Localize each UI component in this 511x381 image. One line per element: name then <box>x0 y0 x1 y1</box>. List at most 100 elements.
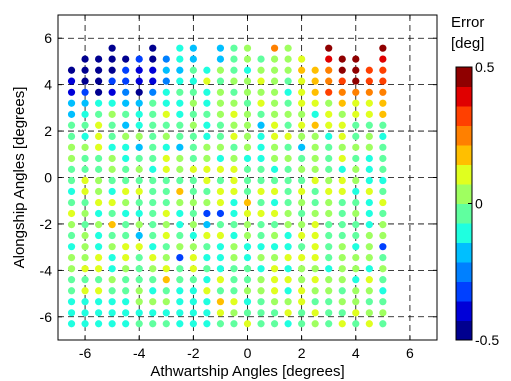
data-point-506 <box>95 88 103 96</box>
data-point-556 <box>122 66 130 74</box>
data-point-373 <box>243 154 252 163</box>
data-point-156 <box>230 253 238 262</box>
data-point-7 <box>162 320 170 328</box>
data-point-41 <box>298 309 306 317</box>
data-point-391 <box>162 143 170 151</box>
data-point-253 <box>243 209 252 218</box>
data-point-27 <box>108 309 116 317</box>
data-point-555 <box>108 66 116 74</box>
data-point-261 <box>352 209 360 218</box>
data-point-521 <box>298 88 306 96</box>
data-point-532 <box>122 77 130 85</box>
data-point-129 <box>189 265 197 273</box>
data-point-56 <box>176 298 184 306</box>
data-point-174 <box>149 243 157 251</box>
data-point-217 <box>81 221 89 229</box>
data-point-136 <box>284 265 292 273</box>
data-point-314 <box>95 176 103 185</box>
data-point-360 <box>67 154 76 163</box>
data-point-115 <box>325 276 333 284</box>
data-point-361 <box>81 154 89 163</box>
data-point-492 <box>230 99 238 107</box>
data-point-230 <box>257 221 265 229</box>
data-point-545 <box>298 77 306 85</box>
data-point-210 <box>311 231 319 240</box>
data-point-25 <box>81 309 89 317</box>
data-point-89 <box>298 287 306 295</box>
data-point-131 <box>216 265 225 273</box>
data-point-579 <box>122 55 130 63</box>
data-point-426 <box>311 132 319 141</box>
data-point-472 <box>284 110 292 118</box>
data-point-290 <box>95 187 103 196</box>
data-point-63 <box>270 298 279 306</box>
data-point-47 <box>379 309 387 317</box>
data-point-126 <box>149 265 157 273</box>
data-point-460 <box>122 110 130 118</box>
data-point-227 <box>216 221 225 229</box>
data-point-104 <box>176 276 184 284</box>
data-point-571 <box>325 66 333 74</box>
data-point-327 <box>270 176 279 185</box>
data-point-483 <box>108 99 116 107</box>
data-point-444 <box>230 121 238 129</box>
data-point-291 <box>108 187 116 196</box>
data-point-313 <box>81 176 89 185</box>
data-point-106 <box>203 276 211 284</box>
data-point-130 <box>203 265 211 273</box>
data-point-108 <box>230 276 238 284</box>
data-point-203 <box>216 231 225 240</box>
data-point-196 <box>122 231 130 240</box>
data-point-166 <box>365 253 373 262</box>
data-point-367 <box>162 154 170 163</box>
data-point-155 <box>216 253 225 262</box>
data-point-160 <box>284 253 292 262</box>
data-point-262 <box>365 209 373 218</box>
data-point-266 <box>95 198 103 207</box>
data-point-569 <box>298 66 306 74</box>
data-point-547 <box>325 77 333 85</box>
data-point-223 <box>162 221 170 229</box>
data-point-597 <box>149 44 157 52</box>
data-point-90 <box>311 287 319 295</box>
data-point-297 <box>189 187 197 196</box>
data-point-208 <box>284 231 292 240</box>
data-point-54 <box>149 298 157 306</box>
data-point-453 <box>352 121 360 129</box>
data-point-557 <box>135 66 143 74</box>
data-point-257 <box>298 209 306 218</box>
data-point-550 <box>365 77 373 85</box>
data-point-606 <box>379 44 387 52</box>
data-point-504 <box>67 88 76 96</box>
data-point-424 <box>284 132 292 141</box>
data-point-190 <box>365 243 373 251</box>
data-point-184 <box>284 243 292 251</box>
data-point-72 <box>67 287 76 295</box>
data-point-473 <box>298 110 306 118</box>
data-point-584 <box>189 55 197 63</box>
data-point-457 <box>81 110 89 118</box>
x-axis-title: Athwartship Angles [degrees] <box>150 363 344 380</box>
data-point-333 <box>352 176 360 185</box>
data-point-502 <box>365 99 373 107</box>
data-point-421 <box>243 132 252 141</box>
x-tick-label-6: 6 <box>406 345 414 361</box>
data-point-469 <box>243 110 252 118</box>
data-point-245 <box>135 209 143 218</box>
data-point-580 <box>135 55 143 63</box>
data-point-420 <box>230 132 238 141</box>
data-point-292 <box>122 187 130 196</box>
data-point-235 <box>325 221 333 229</box>
data-point-30 <box>149 309 157 317</box>
data-point-189 <box>352 243 360 251</box>
data-point-497 <box>298 99 306 107</box>
data-point-564 <box>230 66 238 74</box>
data-point-88 <box>284 287 292 295</box>
data-point-364 <box>122 154 130 163</box>
data-point-64 <box>284 298 292 306</box>
data-point-180 <box>230 243 238 251</box>
data-point-381 <box>352 154 360 163</box>
data-point-61 <box>243 298 252 306</box>
data-point-398 <box>257 143 265 151</box>
